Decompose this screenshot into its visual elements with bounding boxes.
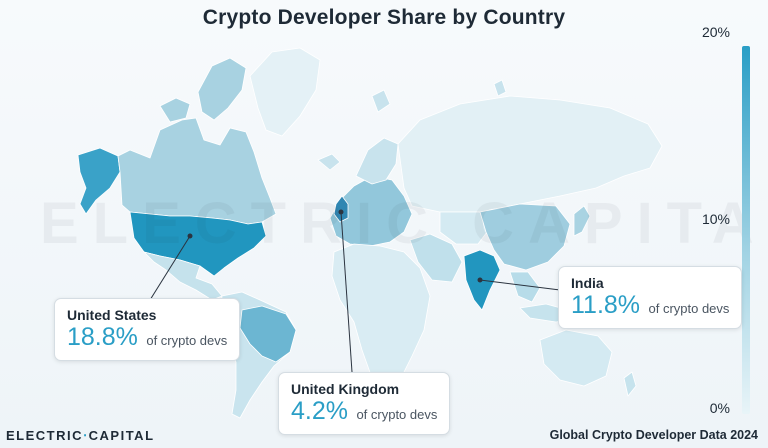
callout-suffix: of crypto devs	[648, 301, 730, 316]
callout-india: India 11.8% of crypto devs	[558, 266, 743, 329]
region-alaska	[77, 147, 121, 215]
region-africa	[331, 243, 431, 391]
source-credit: Global Crypto Developer Data 2024	[549, 428, 758, 442]
region-greenland	[249, 47, 321, 137]
brand-separator-icon: ⋅	[83, 428, 89, 443]
callout-country: India	[571, 275, 604, 291]
leader-line-india	[479, 279, 561, 291]
region-brazil	[239, 305, 297, 363]
brand-left: ELECTRIC	[6, 428, 83, 443]
legend-tick-mid: 10%	[701, 211, 730, 227]
region-china	[479, 203, 571, 271]
callout-value: 4.2%	[291, 397, 348, 425]
callout-suffix: of crypto devs	[146, 333, 228, 348]
leader-line-us	[149, 235, 191, 301]
callout-united-kingdom: United Kingdom 4.2% of crypto devs	[278, 372, 451, 435]
region-new-zealand	[623, 371, 637, 397]
callout-country: United Kingdom	[291, 381, 400, 397]
leader-dot-india	[477, 277, 483, 283]
callout-value: 11.8%	[571, 291, 641, 319]
callout-united-states: United States 18.8% of crypto devs	[54, 298, 241, 361]
region-uk	[333, 195, 349, 223]
brand-logo: ELECTRIC⋅CAPITAL	[6, 428, 155, 444]
map-title: Crypto Developer Share by Country	[202, 6, 566, 29]
region-australia	[539, 329, 613, 387]
leader-dot-uk	[338, 209, 344, 215]
region-russia	[397, 95, 663, 213]
leader-line-uk	[340, 211, 353, 373]
region-arctic-islands	[197, 57, 247, 121]
region-island-b	[493, 79, 507, 97]
region-scandinavia	[355, 137, 399, 185]
brand-right: CAPITAL	[88, 428, 155, 443]
watermark: ELECTRIC CAPITAL	[40, 191, 768, 256]
leader-dot-us	[187, 233, 193, 239]
region-southeast-asia	[509, 271, 541, 303]
region-japan	[573, 205, 591, 237]
region-middle-east	[409, 233, 463, 283]
legend-tick-high: 20%	[701, 24, 730, 40]
callout-country: United States	[67, 307, 157, 323]
callout-value: 18.8%	[67, 323, 138, 351]
region-island-a	[371, 89, 391, 113]
region-iceland	[317, 153, 341, 171]
legend-color-scale	[742, 46, 750, 414]
callout-suffix: of crypto devs	[356, 407, 438, 422]
region-arctic-islands-2	[159, 97, 191, 123]
region-europe	[329, 175, 413, 247]
legend-tick-low: 0%	[709, 400, 730, 416]
